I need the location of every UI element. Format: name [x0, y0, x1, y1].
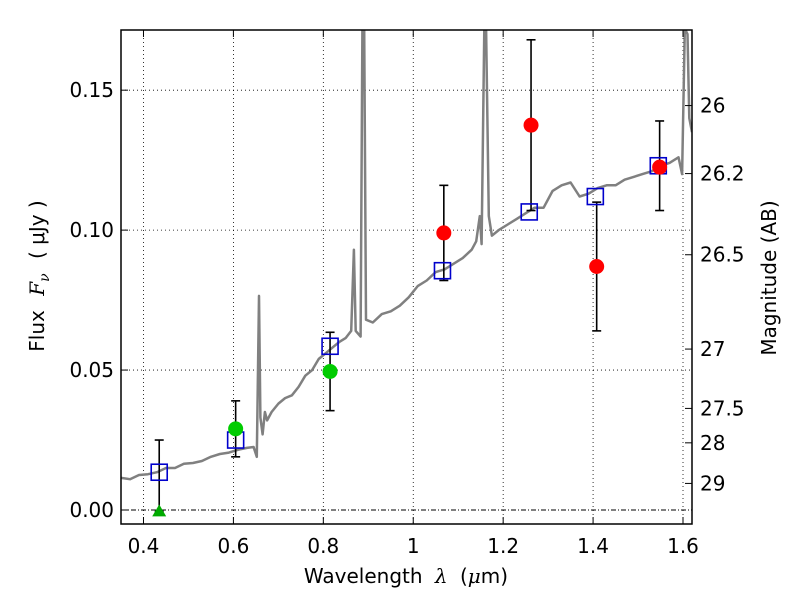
y-tick-label: 0.15: [69, 78, 114, 102]
y2-tick-label: 27: [700, 337, 725, 361]
x-axis-label-symbol: λ: [434, 564, 448, 588]
observed-circle-1: [228, 421, 244, 437]
grid: [121, 30, 692, 524]
plot-frame: [120, 29, 693, 525]
y2-axis-ticks: 26 26.2 26.5 27 27.5 28 29: [685, 94, 745, 495]
x-tick-label: 1: [407, 534, 420, 558]
x-tick-label: 0.8: [307, 534, 339, 558]
y2-tick-label: 26: [700, 94, 725, 118]
model-square-4: [520, 203, 539, 221]
y-axis-label-subscript: ν: [37, 273, 53, 282]
y2-axis-label: Magnitude (AB): [757, 200, 781, 355]
x-axis-ticks: 0.4 0.6 0.8 1 1.2 1.4 1.6: [128, 30, 699, 558]
error-bars: [154, 38, 665, 513]
y2-tick-label: 29: [700, 471, 725, 495]
model-square-2: [321, 337, 339, 356]
observed-circle-4: [523, 117, 539, 133]
x-axis-label-unit-rest: m): [481, 564, 508, 588]
x-axis-label-unit-open: (: [460, 564, 468, 588]
y-axis-ticks: 0.00 0.05 0.10 0.15: [69, 78, 128, 522]
y-axis-label: Flux Fν ( μJy ): [25, 200, 54, 351]
observed-circle-6: [652, 159, 668, 175]
y2-tick-label: 26.2: [700, 162, 745, 186]
y-tick-label: 0.00: [69, 498, 114, 522]
model-square-5: [586, 187, 605, 206]
x-axis-label: Wavelength λ (μm): [304, 564, 508, 588]
y-tick-label: 0.05: [69, 358, 114, 382]
observed-circle-3: [436, 225, 452, 241]
y-axis-label-symbol: F: [25, 281, 49, 297]
spectrum-line: [121, 30, 692, 481]
spectrum: [121, 30, 692, 481]
x-tick-label: 1.2: [487, 534, 519, 558]
model-square-3: [433, 261, 452, 280]
model-square-0: [150, 463, 169, 482]
x-axis-label-prefix: Wavelength: [304, 564, 423, 588]
observed-circle-2: [322, 363, 338, 379]
x-tick-label: 0.4: [128, 534, 160, 558]
y-axis-label-unit: ( μJy ): [25, 200, 49, 259]
x-axis-label-unit-mu: μ: [468, 564, 481, 588]
y-tick-label: 0.10: [69, 218, 114, 242]
y2-tick-label: 27.5: [700, 396, 745, 420]
x-tick-label: 0.6: [217, 534, 249, 558]
y-axis-label-prefix: Flux: [25, 310, 49, 352]
observed-circle-5: [589, 259, 605, 275]
observed-triangle-0: [152, 504, 167, 517]
x-tick-label: 1.4: [577, 534, 609, 558]
observed-points: [152, 117, 668, 517]
y2-tick-label: 26.5: [700, 243, 745, 267]
model-points: [150, 156, 668, 482]
y2-tick-label: 28: [700, 431, 725, 455]
x-tick-label: 1.6: [667, 534, 699, 558]
